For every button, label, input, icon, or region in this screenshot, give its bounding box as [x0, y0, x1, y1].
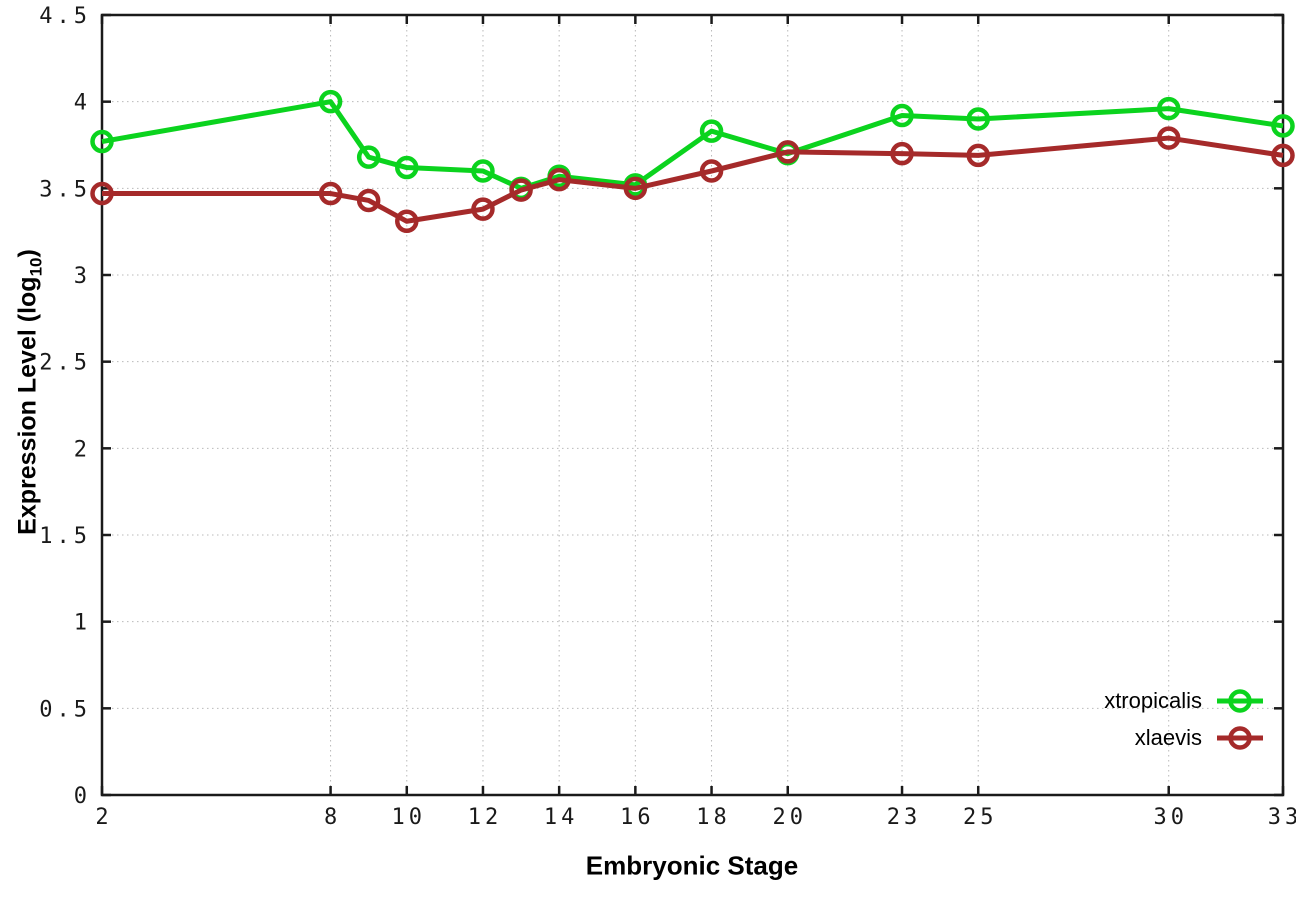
- x-tick-label: 10: [392, 805, 427, 830]
- data-point-xlaevis: [90, 181, 114, 206]
- x-tick-label: 33: [1268, 805, 1296, 830]
- data-point-xlaevis: [395, 209, 419, 234]
- y-tick-label: 3: [74, 264, 91, 289]
- data-point-xtropicalis: [395, 155, 419, 180]
- y-axis-title-close: ): [13, 249, 42, 258]
- x-tick-label: 14: [544, 805, 579, 830]
- series-line-xtropicalis: [101, 99, 1284, 191]
- x-tick-label: 18: [696, 805, 731, 830]
- data-point-xtropicalis: [966, 107, 990, 131]
- data-point-xtropicalis: [471, 159, 495, 183]
- x-tick-label: 25: [963, 805, 998, 830]
- x-tick-label: 30: [1153, 805, 1188, 830]
- x-tick-label: 20: [772, 805, 807, 830]
- legend-marker-xtropicalis: [1217, 688, 1263, 713]
- data-point-xlaevis: [471, 197, 495, 221]
- x-tick-label: 8: [324, 805, 341, 830]
- data-point-xlaevis: [699, 159, 724, 183]
- legend: xtropicalis xlaevis: [1104, 684, 1264, 754]
- data-point-xtropicalis: [1156, 96, 1181, 121]
- legend-entry-xlaevis: xlaevis: [1104, 721, 1264, 754]
- data-point-xlaevis: [966, 143, 990, 168]
- data-point-xtropicalis: [1271, 114, 1295, 138]
- data-point-xtropicalis: [90, 129, 114, 154]
- legend-label-xtropicalis: xtropicalis: [1104, 687, 1202, 713]
- y-tick-label: 4.5: [39, 4, 91, 29]
- data-point-xlaevis: [1156, 126, 1181, 150]
- y-tick-label: 4: [74, 91, 91, 116]
- data-point-xlaevis: [547, 167, 571, 192]
- plot-border: [100, 13, 1285, 797]
- data-point-xlaevis: [623, 176, 648, 201]
- y-tick-label: 2: [74, 437, 91, 462]
- data-point-xtropicalis: [699, 119, 724, 143]
- y-axis-title: Expression Level (log10): [14, 249, 47, 535]
- data-point-xlaevis: [1271, 143, 1295, 168]
- data-point-xlaevis: [775, 140, 800, 164]
- x-tick-label: 12: [468, 805, 503, 830]
- legend-marker-xlaevis: [1217, 725, 1263, 750]
- x-axis-title: Embryonic Stage: [585, 850, 799, 881]
- x-tick-label: 2: [95, 805, 112, 830]
- x-tick-label: 16: [620, 805, 655, 830]
- y-axis-title-text: Expression Level (log: [13, 276, 42, 535]
- data-point-xlaevis: [890, 141, 914, 166]
- data-point-xtropicalis: [318, 89, 343, 114]
- legend-label-xlaevis: xlaevis: [1134, 724, 1202, 750]
- x-tick-label: 23: [887, 805, 922, 830]
- data-point-xlaevis: [509, 178, 533, 202]
- y-tick-label: 3.5: [39, 177, 91, 202]
- y-tick-label: 1: [74, 611, 91, 636]
- y-tick-label: 0: [74, 784, 91, 809]
- y-tick-label: 1.5: [39, 524, 91, 549]
- y-tick-label: 0.5: [39, 697, 91, 722]
- y-tick-label: 2.5: [39, 351, 91, 376]
- legend-entry-xtropicalis: xtropicalis: [1104, 684, 1264, 717]
- series-line-xlaevis: [102, 135, 1284, 224]
- data-point-xtropicalis: [356, 145, 381, 169]
- y-axis-title-subscript: 10: [26, 257, 46, 277]
- data-point-xlaevis: [356, 188, 381, 213]
- data-point-xlaevis: [318, 181, 343, 206]
- data-point-xtropicalis: [890, 103, 914, 128]
